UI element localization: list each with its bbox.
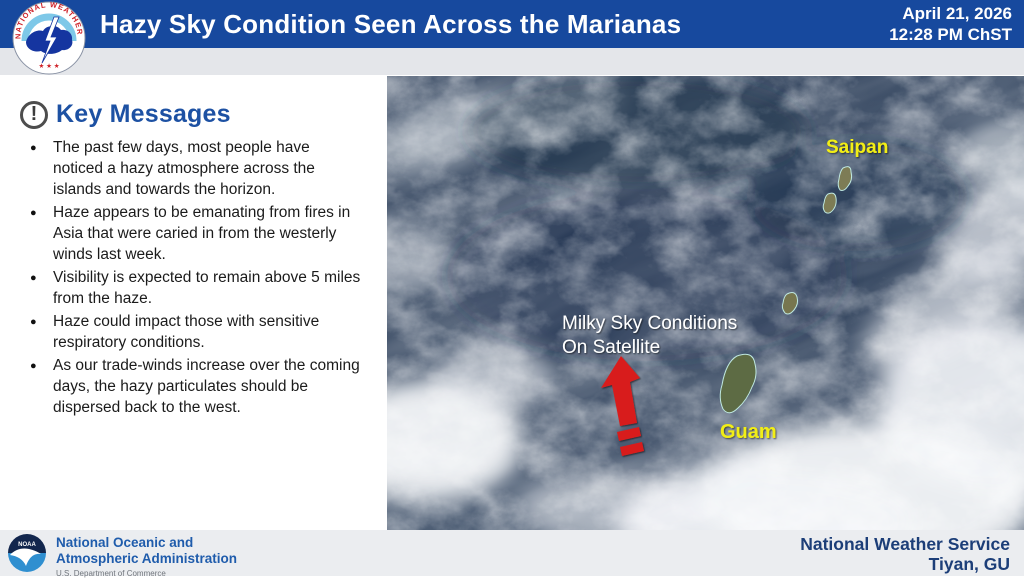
noaa-logo-text: NOAA: [18, 542, 36, 548]
island-tinian: [822, 192, 837, 214]
key-messages-panel: ! Key Messages The past few days, most p…: [0, 75, 387, 530]
island-rota: [781, 292, 799, 315]
header-bar: Hazy Sky Condition Seen Across the Maria…: [0, 0, 1024, 48]
key-message-text: The past few days, most people have noti…: [53, 139, 315, 198]
nws-office-line-2: Tiyan, GU: [928, 554, 1010, 574]
noaa-logo-bird: [10, 548, 41, 566]
satellite-image: Saipan Guam Milky Sky Conditions On Sate…: [387, 76, 1024, 530]
nws-logo-icon: NATIONAL WEATHER SERVICE ★ ★ ★: [12, 1, 86, 75]
header-divider-band: [0, 48, 1024, 75]
guam-label: Guam: [720, 421, 777, 443]
key-messages-title: Key Messages: [56, 100, 231, 128]
key-message-text: Haze could impact those with sensitive r…: [53, 313, 320, 351]
saipan-label: Saipan: [826, 137, 888, 158]
nws-office-attribution: National Weather Service Tiyan, GU: [800, 534, 1010, 574]
noaa-logo-icon: NOAA: [8, 534, 46, 572]
islands: [719, 166, 853, 414]
footer-bar: NOAA National Oceanic and Atmospheric Ad…: [0, 530, 1024, 578]
key-message-item: Visibility is expected to remain above 5…: [30, 267, 365, 309]
nws-office-line-1: National Weather Service: [800, 534, 1010, 554]
nws-logo-stars: ★ ★ ★: [38, 62, 59, 70]
haze-direction-arrow: [601, 356, 644, 456]
key-message-item: As our trade-winds increase over the com…: [30, 355, 365, 418]
key-message-item: The past few days, most people have noti…: [30, 137, 365, 200]
key-messages-header: ! Key Messages: [20, 100, 387, 129]
island-saipan: [837, 166, 853, 191]
alert-icon: !: [20, 100, 48, 129]
noaa-department: U.S. Department of Commerce: [56, 569, 166, 578]
nws-logo-lightning: [41, 16, 60, 64]
key-messages-list: The past few days, most people have noti…: [30, 137, 387, 418]
page-title: Hazy Sky Condition Seen Across the Maria…: [100, 9, 682, 39]
island-guam: [719, 353, 757, 414]
noaa-line-2: Atmospheric Administration: [56, 550, 238, 566]
noaa-attribution: National Oceanic and Atmospheric Adminis…: [56, 535, 237, 578]
annotation-line-2: On Satellite: [562, 337, 660, 358]
key-message-item: Haze could impact those with sensitive r…: [30, 311, 365, 353]
key-message-text: As our trade-winds increase over the com…: [53, 357, 360, 416]
header-datetime: April 21, 2026 12:28 PM ChST: [889, 3, 1012, 45]
key-message-text: Visibility is expected to remain above 5…: [53, 269, 361, 307]
noaa-line-1: National Oceanic and: [56, 535, 194, 550]
annotation-line-1: Milky Sky Conditions: [562, 313, 737, 334]
header-date: April 21, 2026: [902, 4, 1012, 23]
key-message-item: Haze appears to be emanating from fires …: [30, 202, 365, 265]
satellite-graphic: Saipan Guam Milky Sky Conditions On Sate…: [387, 76, 1024, 530]
key-message-text: Haze appears to be emanating from fires …: [53, 204, 351, 263]
header-time: 12:28 PM ChST: [889, 25, 1012, 44]
